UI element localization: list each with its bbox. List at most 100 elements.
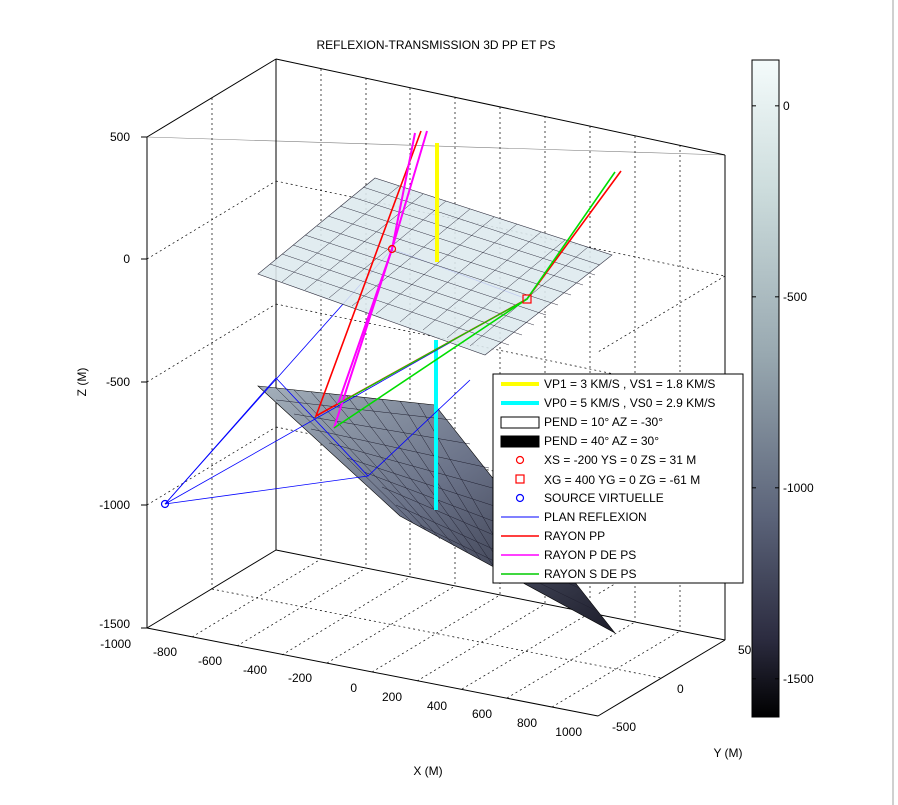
grid-line: [326, 585, 456, 664]
legend-swatch: [515, 455, 525, 465]
colorbar-gradient: [751, 59, 780, 718]
box-edge: [146, 549, 277, 629]
x-axis-label: X (M): [413, 764, 442, 778]
grid-line: [211, 588, 662, 679]
y-axis: -500 0 500 Y (M): [612, 643, 758, 760]
z-tick-label: -1500: [99, 617, 130, 631]
plane-pend-10: [257, 177, 613, 356]
legend-entry: RAYON P DE PS: [501, 548, 636, 562]
legend: VP1 = 3 KM/S , VS1 = 1.8 KM/S VP0 = 5 KM…: [492, 373, 744, 584]
mesh-line: [327, 215, 572, 296]
z-tick-label: -500: [106, 375, 130, 389]
mesh-line: [328, 393, 455, 547]
legend-entry: VP1 = 3 KM/S , VS1 = 1.8 KM/S: [501, 377, 715, 391]
mesh-line: [422, 231, 542, 331]
z-axis-label: Z (M): [75, 368, 89, 397]
x-tick-label: -800: [153, 645, 177, 659]
box-edge: [275, 549, 726, 641]
legend-box: [492, 373, 744, 584]
y-tick-label: -500: [612, 720, 636, 734]
mesh-line: [346, 395, 469, 554]
mesh-line: [399, 400, 508, 576]
x-tick-label: 0: [350, 681, 357, 695]
mesh-line: [310, 391, 441, 540]
grid-line: [371, 594, 501, 673]
mesh-line: [446, 239, 566, 339]
legend-swatch: [500, 435, 540, 448]
legend-label: RAYON P DE PS: [544, 548, 636, 562]
y-axis-line: [597, 639, 726, 717]
mesh-line: [281, 253, 523, 336]
legend-label: PLAN REFLEXION: [544, 510, 647, 524]
legend-label: RAYON S DE PS: [544, 567, 636, 581]
mesh-line: [292, 244, 535, 326]
chart-title: REFLEXION-TRANSMISSION 3D PP ET PS: [317, 38, 556, 52]
mesh-line: [275, 387, 415, 525]
mesh-line: [375, 216, 495, 315]
grid-line: [281, 576, 411, 656]
grid-line: [146, 180, 277, 260]
colorbar-tick-label: -500: [783, 290, 807, 304]
x-tick-label: 1000: [555, 725, 582, 739]
reflexion-line: [164, 377, 369, 505]
colorbar-ticks: 0 -500 -1000 -1500: [752, 99, 814, 686]
x-tick-label: -200: [288, 671, 312, 685]
grid-line: [416, 603, 546, 682]
x-tick-label: 400: [427, 699, 447, 713]
legend-entry: RAYON PP: [501, 529, 605, 543]
x-tick-label: 800: [517, 716, 537, 730]
z-tick-label: -1000: [99, 498, 130, 512]
reflexion-line: [367, 379, 471, 477]
legend-label: VP0 = 5 KM/S , VS0 = 2.9 KM/S: [544, 396, 715, 410]
grid-line: [146, 426, 277, 506]
legend-entry: VP0 = 5 KM/S , VS0 = 2.9 KM/S: [501, 396, 715, 410]
grid-line: [275, 180, 726, 277]
legend-entry: RAYON S DE PS: [501, 567, 636, 581]
legend-entry: PLAN REFLEXION: [501, 510, 647, 524]
mesh-line: [281, 185, 400, 283]
mesh-line: [328, 200, 447, 299]
legend-entry: PEND = 40° AZ = 30°: [500, 434, 659, 448]
y-tick-label: 0: [677, 682, 684, 696]
mesh-line: [275, 399, 453, 421]
mesh-line: [293, 413, 471, 445]
source-marker: [387, 244, 397, 254]
legend-label: SOURCE VIRTUELLE: [544, 491, 664, 505]
z-axis: 500 0 -500 -1000 -1500 Z (M): [75, 130, 147, 631]
rays: [314, 130, 622, 429]
box-edge: [146, 58, 277, 138]
mesh-line: [328, 442, 508, 493]
grid-line: [146, 303, 277, 383]
legend-label: VP1 = 3 KM/S , VS1 = 1.8 KM/S: [544, 377, 715, 391]
legend-label: RAYON PP: [544, 529, 605, 543]
legend-entry: XS = -200 YS = 0 ZS = 31 M: [515, 453, 696, 467]
mesh-line: [304, 234, 547, 316]
x-tick-label: -1000: [100, 637, 131, 651]
z-tick-label: 0: [123, 252, 130, 266]
mesh-line: [363, 397, 482, 561]
box-edge: [275, 58, 726, 156]
colorbar-tick-label: -1500: [783, 672, 814, 686]
legend-label: PEND = 40° AZ = 30°: [544, 434, 659, 448]
mesh-line: [399, 223, 518, 323]
grid-floor: [191, 558, 681, 708]
legend-swatch: [515, 493, 525, 503]
mesh-line: [316, 225, 559, 306]
legend-entry: XG = 400 YG = 0 ZG = -61 M: [515, 473, 700, 487]
legend-swatch: [500, 416, 540, 429]
mesh-line: [310, 428, 490, 469]
x-tick-label: 200: [382, 690, 402, 704]
rayon-p-de-ps: [333, 132, 416, 429]
virtual-source-marker: [160, 499, 170, 509]
mesh-line: [339, 205, 584, 286]
receiver-marker: [522, 294, 532, 304]
x-tick-label: -400: [243, 663, 267, 677]
y-axis-label: Y (M): [713, 746, 742, 760]
legend-label: XG = 400 YG = 0 ZG = -61 M: [544, 473, 700, 487]
grid-line: [597, 275, 726, 353]
colorbar: 0 -500 -1000 -1500: [751, 59, 814, 718]
x-axis: -1000 -800 -600 -400 -200 0 200 400 600 …: [100, 637, 582, 778]
legend-entry: PEND = 10° AZ = -30°: [500, 415, 663, 429]
rayon-s-de-ps: [337, 298, 528, 405]
